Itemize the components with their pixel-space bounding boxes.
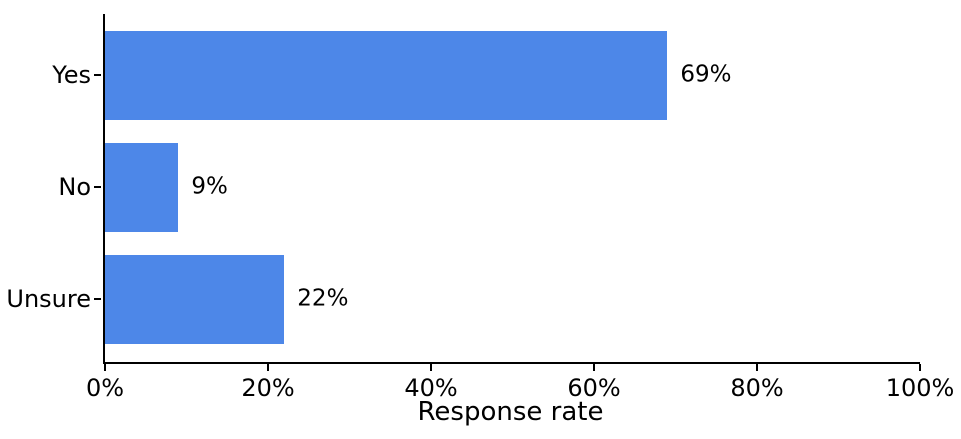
y-tick-mark bbox=[94, 74, 101, 76]
bar-value-label: 9% bbox=[191, 173, 228, 200]
bar bbox=[105, 142, 179, 232]
bar bbox=[105, 30, 668, 120]
x-tick-mark bbox=[756, 364, 758, 371]
x-tick-mark bbox=[267, 364, 269, 371]
x-tick-mark bbox=[430, 364, 432, 371]
x-tick-label: 20% bbox=[241, 374, 295, 402]
x-tick-mark bbox=[919, 364, 921, 371]
x-tick-label: 60% bbox=[567, 374, 621, 402]
x-tick-label: 0% bbox=[85, 374, 125, 402]
bar bbox=[105, 254, 285, 344]
y-tick-label: Yes bbox=[52, 61, 91, 89]
y-tick-label: No bbox=[58, 173, 91, 201]
bar-value-label: 22% bbox=[297, 285, 349, 312]
y-tick-label: Unsure bbox=[6, 285, 91, 313]
x-tick-label: 100% bbox=[885, 374, 955, 402]
y-tick-mark bbox=[94, 186, 101, 188]
x-tick-label: 80% bbox=[730, 374, 784, 402]
y-tick-mark bbox=[94, 298, 101, 300]
x-axis-title: Response rate bbox=[417, 397, 604, 427]
x-tick-mark bbox=[104, 364, 106, 371]
plot-area: 69% Yes 9% No 22% Unsure 0% 20% 40% 60% 80% 100% bbox=[6, 14, 954, 400]
x-tick-mark bbox=[593, 364, 595, 371]
x-tick-label: 40% bbox=[404, 374, 458, 402]
bar-value-label: 69% bbox=[680, 61, 732, 88]
